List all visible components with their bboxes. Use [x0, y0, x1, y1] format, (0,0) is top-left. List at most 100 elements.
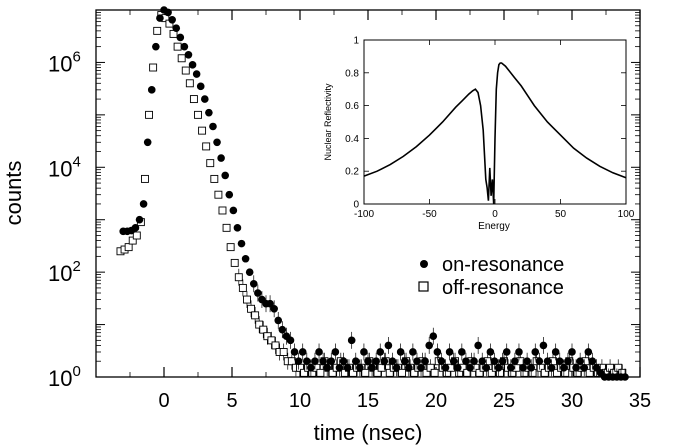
on-resonance-point [580, 363, 589, 372]
inset-x-tick-label: -50 [422, 209, 437, 220]
on-resonance-point [584, 348, 593, 356]
on-resonance-point [286, 336, 295, 345]
on-resonance-point [388, 357, 397, 366]
on-resonance-point [294, 357, 303, 366]
on-resonance-point [482, 363, 491, 372]
inset-y-axis-title: Nuclear Reflectivity [323, 83, 333, 161]
on-resonance-point [225, 190, 234, 199]
on-resonance-point [466, 363, 474, 372]
on-resonance-point [319, 357, 327, 366]
y-tick-label: 100 [48, 363, 81, 391]
on-resonance-point [201, 95, 209, 103]
x-tick-label: 35 [629, 390, 651, 412]
on-resonance-point [184, 50, 193, 59]
on-resonance-point [327, 357, 336, 366]
off-resonance-point [267, 336, 276, 345]
on-resonance-point [588, 357, 597, 366]
on-resonance-point [368, 363, 376, 372]
legend-label-on-resonance: on-resonance [442, 254, 564, 276]
off-resonance-point [218, 206, 227, 215]
on-resonance-point [164, 8, 172, 17]
on-resonance-point [551, 348, 560, 356]
off-resonance-point [173, 42, 182, 51]
legend: on-resonance off-resonance [418, 254, 564, 299]
inset-x-tick-label: 0 [492, 209, 498, 220]
off-resonance-point [153, 26, 162, 35]
legend-marker-open-square [418, 281, 429, 292]
off-resonance-point [251, 311, 260, 320]
on-resonance-point [498, 357, 507, 366]
on-resonance-point [237, 239, 246, 248]
on-resonance-point [417, 363, 425, 372]
off-resonance-point [238, 283, 247, 292]
off-resonance-point [214, 190, 223, 199]
x-tick-label: 30 [561, 390, 583, 412]
off-resonance-point [385, 368, 394, 377]
off-resonance-point [198, 126, 207, 135]
x-tick-label: 20 [425, 390, 447, 412]
legend-item-on-resonance: on-resonance [420, 254, 564, 276]
on-resonance-point [539, 341, 548, 350]
on-resonance-point [425, 341, 434, 350]
on-resonance-point [278, 325, 287, 334]
off-resonance-point [234, 273, 243, 282]
y-tick-label: 102 [48, 258, 81, 286]
legend-item-off-resonance: off-resonance [418, 277, 564, 299]
off-resonance-point [349, 368, 357, 377]
on-resonance-point [188, 61, 197, 69]
off-resonance-point [210, 174, 219, 183]
x-tick-label: 15 [357, 390, 379, 412]
off-resonance-point [426, 363, 435, 372]
off-resonance-point [132, 231, 141, 240]
on-resonance-point [172, 24, 181, 32]
on-resonance-point [400, 357, 409, 366]
on-resonance-point [507, 363, 515, 372]
on-resonance-point [458, 348, 466, 356]
on-resonance-point [192, 70, 201, 78]
on-resonance-point [347, 336, 356, 345]
off-resonance-point [185, 79, 194, 88]
legend-marker-filled-circle [420, 260, 428, 268]
on-resonance-point [339, 357, 348, 366]
on-resonance-point [180, 42, 189, 51]
on-resonance-point [307, 363, 315, 372]
off-resonance-point [328, 368, 337, 377]
main-x-axis: 0 5 10 15 20 25 30 35 [129, 10, 651, 412]
on-resonance-point [196, 82, 205, 91]
on-resonance-point [176, 33, 185, 42]
inset-y-tick-label: 0.4 [345, 134, 359, 145]
on-resonance-point [555, 357, 564, 366]
y-tick-label: 106 [48, 48, 81, 76]
x-tick-label: 5 [226, 390, 237, 412]
on-resonance-point [490, 357, 499, 366]
on-resonance-point [343, 363, 352, 372]
on-resonance-point [356, 363, 364, 372]
on-resonance-point [535, 357, 544, 366]
on-resonance-point [523, 357, 531, 366]
off-resonance-point [222, 223, 231, 232]
on-resonance-point [274, 316, 283, 325]
off-resonance-point [279, 348, 288, 356]
main-minor-ticks [96, 9, 640, 362]
off-resonance-point [430, 368, 439, 377]
inset-y-tick-label: 1 [353, 36, 359, 47]
on-resonance-point [621, 373, 629, 381]
on-resonance-point [462, 357, 470, 366]
inset-x-tick-label: 50 [555, 209, 567, 220]
off-resonance-point [124, 243, 133, 252]
y-tick-exponent: 6 [72, 48, 80, 65]
on-resonance-series [119, 6, 629, 381]
on-resonance-point [453, 363, 462, 372]
on-resonance-point [351, 357, 360, 366]
on-resonance-point [572, 363, 580, 372]
on-resonance-point [470, 357, 478, 366]
on-resonance-point [502, 348, 511, 356]
y-tick-base: 10 [48, 366, 72, 391]
off-resonance-point [540, 368, 549, 377]
y-tick-exponent: 4 [72, 153, 80, 170]
on-resonance-point [221, 171, 229, 180]
on-resonance-point [323, 363, 332, 372]
off-resonance-point [230, 258, 239, 267]
on-resonance-point [560, 363, 568, 372]
